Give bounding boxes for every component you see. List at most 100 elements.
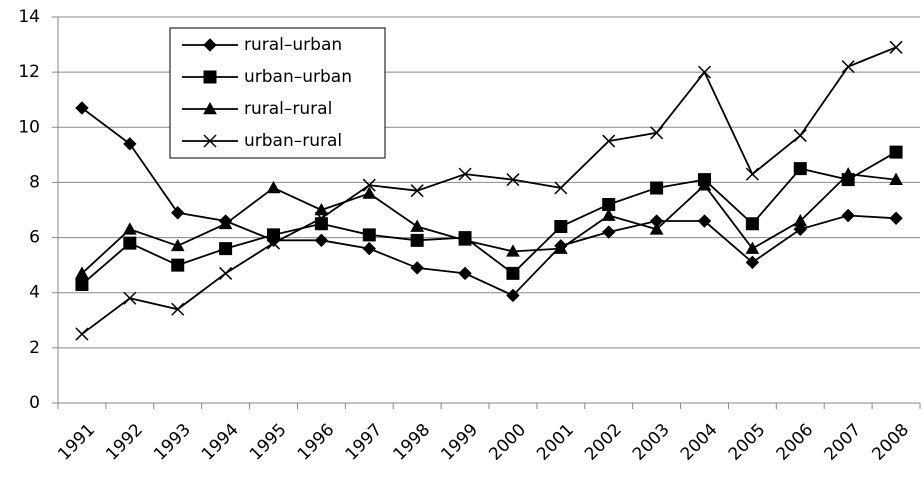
data-point xyxy=(889,172,903,185)
x-tick-label: 2006 xyxy=(773,420,818,465)
x-tick-label: 2003 xyxy=(629,420,674,465)
data-point xyxy=(362,228,376,242)
y-tick-label: 12 xyxy=(18,62,40,82)
data-point xyxy=(841,60,855,74)
x-tick-label: 1995 xyxy=(246,420,291,465)
y-tick-label: 6 xyxy=(29,228,40,248)
data-point xyxy=(649,222,664,235)
y-tick-label: 0 xyxy=(29,393,40,413)
data-point xyxy=(793,162,807,176)
data-point xyxy=(650,181,664,195)
x-tick-label: 2001 xyxy=(533,420,578,465)
data-point xyxy=(75,101,89,115)
legend-marker xyxy=(203,38,217,52)
data-point xyxy=(410,219,425,232)
data-point xyxy=(554,181,568,195)
x-tick-label: 1991 xyxy=(54,420,99,465)
legend-marker xyxy=(203,70,217,84)
data-point xyxy=(650,126,664,140)
legend-label: rural–rural xyxy=(244,99,332,119)
data-point xyxy=(410,233,424,247)
y-tick-label: 2 xyxy=(29,338,40,358)
data-point xyxy=(458,167,472,181)
legend-label: urban–urban xyxy=(244,67,352,87)
data-point xyxy=(841,208,855,223)
data-point xyxy=(553,241,568,254)
x-tick-label: 1996 xyxy=(294,420,339,465)
data-point xyxy=(506,266,520,280)
data-point xyxy=(793,213,808,227)
series-line xyxy=(81,107,897,297)
data-point xyxy=(362,241,376,256)
y-tick-label: 8 xyxy=(29,172,40,192)
y-tick-label: 4 xyxy=(29,283,40,303)
data-point xyxy=(889,145,903,159)
data-point xyxy=(602,134,616,148)
x-tick-label: 1993 xyxy=(150,420,195,465)
x-tick-label: 1994 xyxy=(198,420,243,465)
x-tick-label: 1997 xyxy=(342,420,387,465)
data-point xyxy=(219,242,233,256)
legend-label: urban–rural xyxy=(244,131,342,151)
x-tick-label: 2004 xyxy=(677,420,722,465)
data-point xyxy=(122,222,137,235)
data-point xyxy=(458,266,472,281)
data-point xyxy=(314,202,329,216)
data-point xyxy=(410,184,424,198)
data-point xyxy=(745,255,760,270)
data-point xyxy=(506,244,520,257)
x-tick-label: 1992 xyxy=(102,420,147,465)
x-tick-label: 2000 xyxy=(485,420,530,465)
x-tick-label: 2008 xyxy=(868,420,913,465)
y-tick-label: 10 xyxy=(18,117,40,137)
data-point xyxy=(410,261,424,275)
data-point xyxy=(75,277,89,291)
series-line xyxy=(81,173,897,275)
data-point xyxy=(697,65,712,79)
data-point xyxy=(171,258,185,272)
data-point xyxy=(697,178,712,191)
data-point xyxy=(601,208,616,221)
data-point xyxy=(362,186,377,199)
data-point xyxy=(745,167,759,181)
x-tick-label: 2007 xyxy=(821,420,866,465)
data-point xyxy=(745,217,759,231)
data-point xyxy=(506,288,520,303)
data-point xyxy=(889,40,903,54)
series-line xyxy=(81,46,897,335)
y-tick-label: 14 xyxy=(18,7,40,27)
legend-marker xyxy=(203,101,217,115)
data-point xyxy=(266,180,281,194)
x-tick-label: 2005 xyxy=(725,420,770,465)
x-tick-label: 2002 xyxy=(581,420,626,465)
legend-marker xyxy=(203,134,217,148)
data-point xyxy=(554,220,568,234)
data-point xyxy=(75,327,89,341)
data-point xyxy=(219,266,233,280)
data-point xyxy=(266,236,281,250)
data-point xyxy=(123,291,137,305)
data-point xyxy=(602,225,616,239)
data-point xyxy=(506,173,520,187)
data-point xyxy=(458,233,472,246)
legend-label: rural–urban xyxy=(244,35,342,55)
data-point xyxy=(218,216,233,230)
data-point xyxy=(171,206,185,220)
data-point xyxy=(841,167,856,180)
x-tick-label: 1998 xyxy=(390,420,435,465)
data-point xyxy=(793,129,807,143)
data-point xyxy=(314,233,329,248)
data-point xyxy=(602,197,616,211)
data-point xyxy=(314,211,328,225)
data-point xyxy=(362,178,376,192)
data-point xyxy=(697,214,712,228)
data-point xyxy=(171,302,185,316)
x-tick-label: 1999 xyxy=(437,420,482,465)
series-line xyxy=(81,151,897,286)
data-point xyxy=(889,211,903,225)
data-point xyxy=(123,137,137,151)
data-point xyxy=(745,241,760,254)
data-point xyxy=(75,266,89,279)
data-point xyxy=(123,236,137,250)
